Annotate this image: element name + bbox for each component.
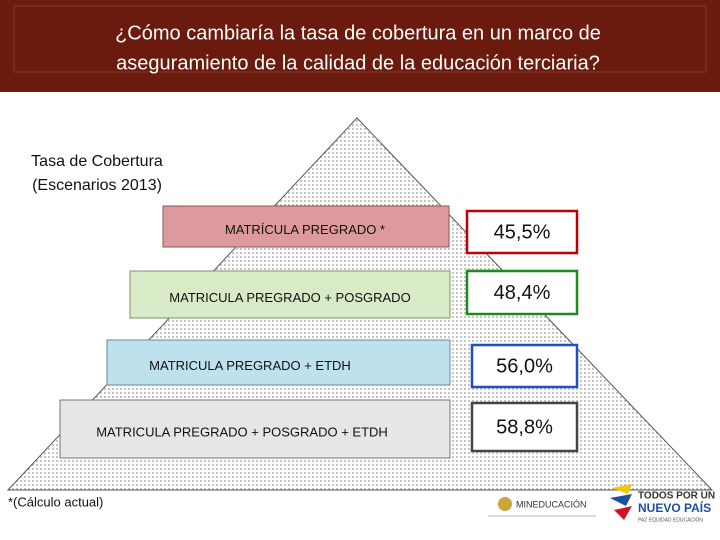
levels: MATRÍCULA PREGRADO * 45,5% MATRICULA PREGR… bbox=[59, 205, 579, 459]
logo-text: PAZ EQUIDAD EDUCACIÓN bbox=[638, 516, 703, 523]
level-label: MATRICULA PREGRADO + POSGRADO + ETDH bbox=[96, 424, 388, 439]
value-box bbox=[465, 269, 579, 316]
value-label: 48,4% bbox=[494, 282, 551, 304]
side-label: (Escenarios 2013) bbox=[32, 177, 162, 194]
value-label: 56,0% bbox=[496, 355, 553, 377]
logo-text: TODOS POR UN bbox=[638, 491, 715, 502]
side-label: Tasa de Cobertura bbox=[31, 153, 163, 170]
title-frame bbox=[13, 5, 707, 73]
logo-text: NUEVO PAÍS bbox=[638, 500, 711, 515]
value-label: 58,8% bbox=[496, 416, 553, 438]
level-label: MATRICULA PREGRADO + ETDH bbox=[149, 358, 351, 373]
level-box bbox=[162, 205, 450, 248]
level-box bbox=[129, 270, 451, 319]
logo-text: MINEDUCACIÓN bbox=[516, 499, 587, 509]
value-box bbox=[465, 209, 579, 255]
value-box bbox=[470, 401, 579, 453]
logo-shape bbox=[610, 494, 632, 506]
ministry-logo: MINEDUCACIÓN bbox=[488, 497, 596, 517]
value-box bbox=[470, 343, 579, 389]
level-label: MATRICULA PREGRADO + POSGRADO bbox=[169, 290, 410, 305]
level-label: MATRÍCULA PREGRADO * bbox=[225, 222, 385, 237]
logo-emblem bbox=[498, 497, 512, 511]
title-line: ¿Cómo cambiaría la tasa de cobertura en … bbox=[115, 22, 601, 44]
logo-shape bbox=[612, 484, 632, 494]
footnote: *(Cálculo actual) bbox=[8, 494, 103, 509]
level-box bbox=[59, 399, 451, 459]
logo-shape bbox=[614, 506, 632, 520]
title-banner bbox=[0, 0, 720, 92]
title-line: aseguramiento de la calidad de la educac… bbox=[116, 52, 600, 74]
slogan-logo: TODOS POR UN NUEVO PAÍS PAZ EQUIDAD EDUC… bbox=[610, 484, 715, 523]
value-label: 45,5% bbox=[494, 221, 551, 243]
level-box bbox=[106, 339, 451, 386]
